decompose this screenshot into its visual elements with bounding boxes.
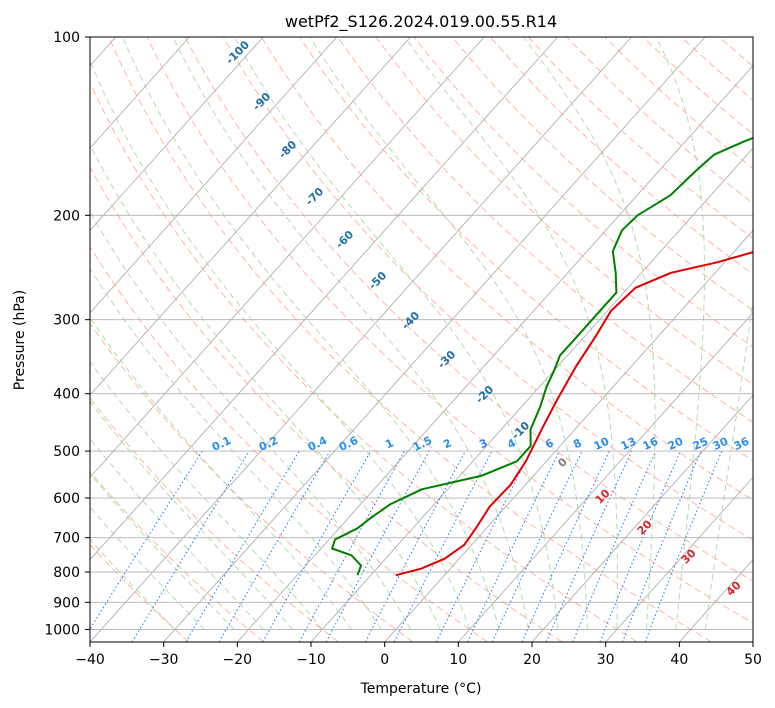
- moist-adiabat: [704, 296, 753, 630]
- mixing-ratio-line: [131, 450, 250, 642]
- x-tick-label: 20: [523, 652, 541, 668]
- isotherm-line: [457, 312, 753, 642]
- isotherm-line: [163, 37, 706, 642]
- mixing-ratio-line: [90, 450, 203, 630]
- moist-adiabat: [90, 211, 412, 630]
- x-tick-label: 30: [597, 652, 615, 668]
- background-lines: [90, 37, 753, 642]
- mixing-ratio-line: [621, 450, 702, 642]
- y-tick-label: 500: [53, 444, 80, 460]
- mixing-ratio-label: 30: [711, 435, 731, 453]
- dry-adiabat: [90, 470, 264, 642]
- mixing-ratio-line: [644, 450, 723, 642]
- isotherm-line: [90, 37, 338, 314]
- moist-adiabat: [90, 59, 471, 630]
- y-tick-label: 800: [53, 565, 80, 581]
- dry-adiabat: [413, 37, 753, 348]
- dry-adiabat: [184, 37, 753, 582]
- dry-adiabat: [90, 322, 414, 642]
- mixing-ratio-label: 13: [619, 435, 638, 453]
- moist-adiabat: [90, 316, 353, 630]
- x-axis-title: Temperature (°C): [360, 681, 482, 697]
- plot-frame: [89, 36, 754, 643]
- dry-adiabat: [90, 245, 488, 642]
- x-tick-label: 40: [670, 652, 688, 668]
- x-tick-label: 0: [380, 652, 389, 668]
- mixing-ratio-line: [262, 450, 372, 642]
- mixing-ratio-line: [325, 450, 430, 642]
- x-tick-label: 10: [449, 652, 467, 668]
- mixing-ratio-line: [599, 450, 681, 642]
- moist-adiabat: [309, 37, 588, 630]
- x-tick-label: −30: [149, 652, 179, 668]
- mixing-ratio-line: [572, 450, 657, 642]
- dry-adiabat: [90, 81, 638, 642]
- y-tick-label: 600: [53, 491, 80, 507]
- moist-adiabat: [655, 37, 705, 630]
- isotherm-line: [90, 37, 485, 479]
- temperature-line: [395, 251, 753, 577]
- isotherm-line: [90, 37, 411, 396]
- y-tick-label: 300: [53, 313, 80, 329]
- y-tick-label: 100: [53, 30, 80, 46]
- dry-adiabat: [146, 37, 753, 624]
- dry-adiabat: [108, 37, 712, 642]
- moist-adiabat: [404, 37, 618, 630]
- moist-adiabat: [233, 37, 559, 630]
- moist-adiabat: [523, 37, 656, 630]
- moist-adiabat: [90, 143, 441, 630]
- moist-adiabat: [90, 267, 382, 630]
- isotherm-line: [531, 394, 753, 642]
- isotherm-line: [90, 37, 559, 561]
- mixing-ratio-label: 10: [592, 435, 612, 453]
- y-tick-label: 400: [53, 387, 80, 403]
- mixing-ratio-label: 25: [691, 435, 710, 453]
- isotherm-line: [384, 229, 753, 642]
- mixing-ratio-label: 16: [641, 435, 661, 453]
- mixing-ratio-line: [545, 450, 633, 642]
- dry-adiabat: [90, 544, 190, 642]
- mixing-ratio-label: 20: [666, 435, 686, 453]
- isotherm-line: [236, 65, 753, 642]
- moist-adiabat: [122, 37, 500, 630]
- profile-lines: [331, 136, 753, 577]
- isotherm-line: [605, 476, 753, 642]
- mixing-ratio-line: [435, 450, 532, 642]
- dry-adiabat: [90, 166, 563, 642]
- chart-title: wetPf2_S126.2024.019.00.55.R14: [285, 12, 557, 32]
- y-axis-title: Pressure (hPa): [12, 290, 28, 390]
- dry-adiabat: [375, 37, 753, 385]
- moist-adiabat: [90, 360, 323, 630]
- isotherm-line: [90, 37, 190, 149]
- x-tick-label: −40: [75, 652, 105, 668]
- x-tick-label: −10: [296, 652, 326, 668]
- y-tick-label: 900: [53, 595, 80, 611]
- mixing-ratio-label: 36: [732, 435, 752, 453]
- mixing-ratio-line: [298, 450, 405, 642]
- x-tick-label: −20: [223, 652, 253, 668]
- x-tick-label: 50: [744, 652, 762, 668]
- y-tick-label: 700: [53, 531, 80, 547]
- y-tick-label: 1000: [44, 622, 80, 638]
- dewpoint-line: [331, 136, 753, 576]
- y-tick-label: 200: [53, 208, 80, 224]
- dry-adiabat: [451, 37, 753, 311]
